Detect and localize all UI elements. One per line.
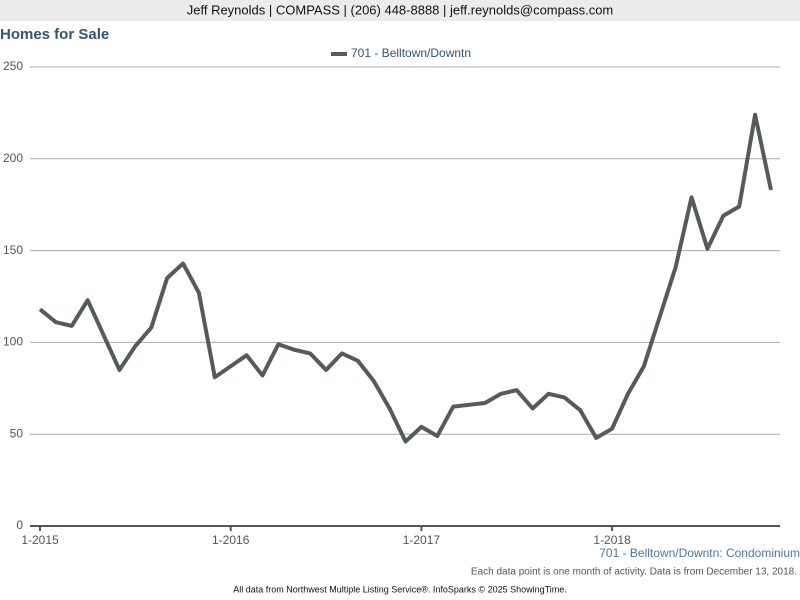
y-tick-label: 150 — [3, 243, 23, 257]
y-tick-label: 50 — [10, 426, 24, 440]
y-tick-label: 100 — [3, 335, 23, 349]
header-band — [0, 0, 800, 21]
y-tick-label: 0 — [16, 518, 23, 532]
x-tick-label: 1-2016 — [212, 533, 250, 547]
x-tick-label: 1-2018 — [593, 533, 631, 547]
note: Each data point is one month of activity… — [471, 567, 797, 578]
y-tick-label: 250 — [3, 59, 23, 73]
y-tick-label: 200 — [3, 151, 23, 165]
header: Jeff Reynolds | COMPASS | (206) 448-8888… — [187, 2, 614, 17]
x-tick-label: 1-2017 — [403, 533, 441, 547]
x-tick-label: 1-2015 — [21, 533, 59, 547]
data-line — [38, 112, 773, 444]
footer: All data from Northwest Multiple Listing… — [233, 584, 567, 594]
x-caption: 701 - Belltown/Downtn: Condominium — [599, 546, 800, 560]
chart-title: Homes for Sale — [0, 26, 109, 43]
legend-label: 701 - Belltown/Downtn — [351, 46, 471, 60]
